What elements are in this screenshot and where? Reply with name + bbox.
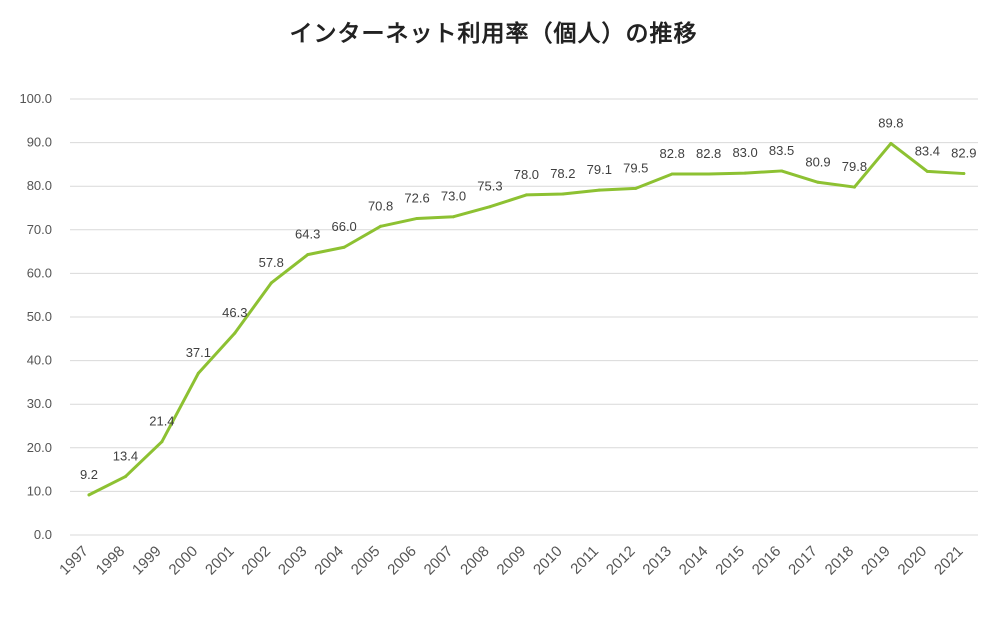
x-tick-label: 2006: [384, 543, 420, 579]
x-axis-ticks: 1997 1998 1999 2000 2001 2002 2003 2004 2005 2006…: [56, 543, 966, 579]
data-point: [452, 215, 455, 219]
x-tick-label: 1999: [129, 543, 165, 579]
data-label: 13.4: [113, 449, 138, 464]
y-tick-label: 10.0: [27, 483, 52, 498]
data-label: 79.1: [587, 162, 612, 177]
data-point: [306, 253, 310, 257]
y-tick-label: 70.0: [27, 222, 52, 237]
data-label: 72.6: [404, 190, 429, 205]
data-label: 57.8: [259, 255, 284, 270]
y-tick-label: 80.0: [27, 178, 52, 193]
y-tick-label: 20.0: [27, 440, 52, 455]
x-tick-label: 2005: [348, 543, 384, 579]
data-label: 89.8: [878, 115, 903, 130]
y-tick-label: 0.0: [34, 527, 52, 542]
data-point: [962, 172, 966, 176]
data-point: [707, 172, 711, 176]
data-point: [670, 172, 674, 176]
y-tick-label: 40.0: [27, 353, 52, 368]
data-label: 64.3: [295, 227, 320, 242]
data-point: [488, 205, 492, 209]
gridlines: [70, 98, 978, 536]
data-point: [415, 216, 419, 220]
chart-title: インターネット利用率（個人）の推移: [289, 21, 698, 47]
x-tick-label: 2003: [275, 543, 311, 579]
data-label: 9.2: [80, 467, 98, 482]
data-label: 21.4: [149, 414, 174, 429]
data-point: [233, 331, 237, 335]
data-label: 46.3: [222, 305, 247, 320]
x-tick-label: 2007: [421, 543, 457, 579]
y-tick-label: 100.0: [19, 91, 52, 106]
y-tick-label: 90.0: [27, 135, 52, 150]
data-point: [925, 169, 929, 173]
data-point: [196, 371, 200, 375]
x-tick-label: 1997: [56, 543, 92, 579]
data-label: 78.2: [550, 166, 575, 181]
y-axis-ticks: 0.0 10.0 20.0 30.0 40.0 50.0 60.0 70.0 80.0 90.0 1…: [19, 91, 52, 542]
x-tick-label: 2002: [238, 543, 274, 579]
data-point: [87, 493, 91, 497]
y-tick-label: 50.0: [27, 309, 52, 324]
data-label: 73.0: [441, 189, 466, 204]
data-label: 79.5: [623, 160, 648, 175]
data-label: 75.3: [477, 179, 502, 194]
x-tick-label: 2011: [567, 543, 602, 578]
data-label: 83.0: [732, 145, 757, 160]
x-tick-label: 2009: [494, 543, 530, 579]
x-tick-label: 1998: [93, 543, 129, 579]
data-label: 82.8: [660, 146, 685, 161]
data-point: [561, 192, 565, 196]
data-label: 78.0: [514, 167, 539, 182]
data-point: [597, 188, 601, 192]
x-tick-label: 2014: [676, 543, 712, 579]
data-point: [123, 475, 127, 479]
data-point: [852, 185, 856, 189]
x-tick-label: 2008: [457, 543, 493, 579]
data-label: 37.1: [186, 345, 211, 360]
x-tick-label: 2001: [202, 543, 238, 579]
data-point: [342, 245, 346, 249]
data-point: [524, 193, 528, 197]
x-tick-label: 2015: [712, 543, 748, 579]
x-tick-label: 2013: [639, 543, 675, 579]
data-label: 80.9: [805, 154, 830, 169]
series-layer: [87, 141, 966, 497]
data-point: [743, 171, 747, 175]
data-label: 82.9: [951, 146, 976, 161]
x-tick-label: 2018: [822, 543, 858, 579]
x-tick-label: 2000: [166, 543, 202, 579]
x-tick-label: 2012: [603, 543, 639, 579]
x-tick-label: 2016: [749, 543, 785, 579]
data-point: [816, 180, 820, 184]
x-tick-label: 2004: [311, 543, 347, 579]
data-point: [889, 141, 893, 145]
data-label: 83.4: [915, 143, 940, 158]
data-label: 82.8: [696, 146, 721, 161]
x-tick-label: 2017: [785, 543, 821, 579]
data-label: 66.0: [331, 219, 356, 234]
y-tick-label: 30.0: [27, 396, 52, 411]
x-tick-label: 2019: [858, 543, 894, 579]
y-tick-label: 60.0: [27, 265, 52, 280]
data-labels: 9.2 13.4 21.4 37.1 46.3 57.8 64.3 66.0 70.8 72.6 7…: [80, 115, 976, 481]
data-label: 83.5: [769, 143, 794, 158]
data-point: [634, 186, 638, 190]
data-label: 79.8: [842, 159, 867, 174]
x-tick-label: 2021: [931, 543, 967, 579]
data-point: [379, 224, 383, 228]
x-tick-label: 2010: [530, 543, 566, 579]
data-point: [160, 440, 164, 444]
data-label: 70.8: [368, 198, 393, 213]
data-point: [269, 281, 273, 285]
data-point: [780, 169, 784, 173]
x-tick-label: 2020: [895, 543, 931, 579]
